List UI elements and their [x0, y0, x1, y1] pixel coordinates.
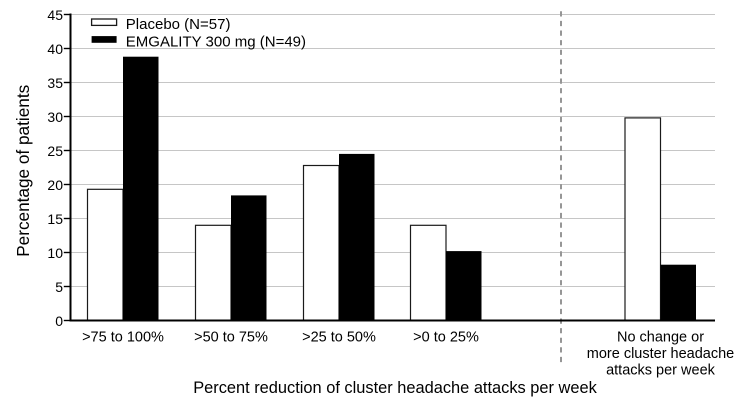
svg-text:>0 to 25%: >0 to 25% [413, 329, 479, 345]
svg-text:>50 to 75%: >50 to 75% [194, 329, 268, 345]
svg-text:Percent reduction of cluster h: Percent reduction of cluster headache at… [193, 379, 597, 397]
svg-text:more cluster headache: more cluster headache [587, 346, 735, 362]
svg-text:35: 35 [47, 75, 63, 91]
svg-text:Placebo (N=57): Placebo (N=57) [126, 16, 231, 33]
svg-text:Percentage of patients: Percentage of patients [13, 85, 33, 257]
svg-text:15: 15 [47, 211, 63, 227]
svg-text:attacks per week: attacks per week [606, 363, 716, 379]
svg-text:5: 5 [55, 279, 63, 295]
svg-text:40: 40 [47, 41, 63, 57]
svg-text:No change or: No change or [617, 330, 704, 346]
svg-text:EMGALITY 300 mg (N=49): EMGALITY 300 mg (N=49) [126, 33, 306, 50]
svg-text:>25 to 50%: >25 to 50% [302, 329, 376, 345]
svg-text:25: 25 [47, 143, 63, 159]
svg-text:45: 45 [47, 7, 63, 23]
svg-text:10: 10 [47, 245, 63, 261]
svg-text:>75 to 100%: >75 to 100% [82, 329, 164, 345]
svg-text:20: 20 [47, 177, 63, 193]
svg-text:0: 0 [55, 313, 63, 329]
svg-text:30: 30 [47, 109, 63, 125]
